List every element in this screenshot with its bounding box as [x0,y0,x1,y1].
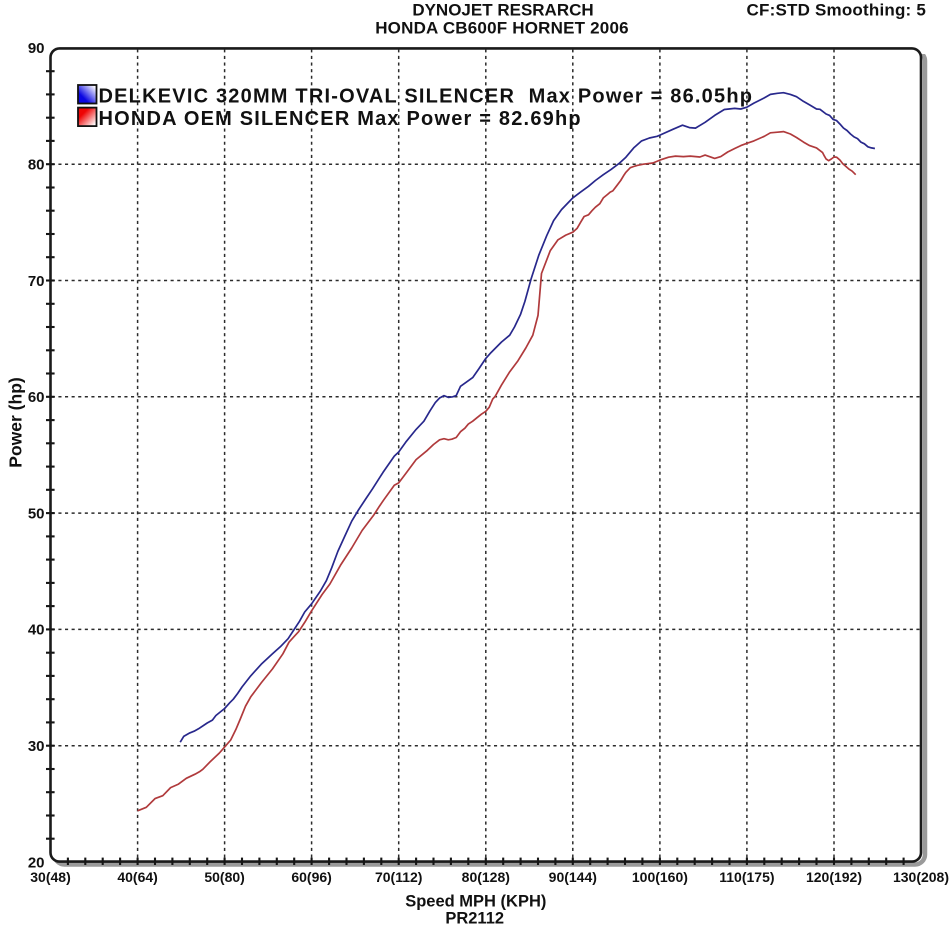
svg-text:Speed MPH (KPH): Speed MPH (KPH) [405,893,546,911]
svg-text:60(96): 60(96) [291,869,331,885]
svg-text:80(128): 80(128) [462,869,510,885]
svg-text:100(160): 100(160) [632,869,688,885]
svg-text:HONDA OEM SILENCER Max Power =: HONDA OEM SILENCER Max Power = 82.69hp [99,108,582,130]
svg-text:CF:STD Smoothing: 5: CF:STD Smoothing: 5 [747,1,926,20]
svg-text:PR2112: PR2112 [445,910,504,928]
svg-text:80: 80 [28,157,45,174]
svg-text:HONDA CB600F HORNET 2006: HONDA CB600F HORNET 2006 [375,19,629,38]
svg-text:70: 70 [28,273,45,290]
svg-text:120(192): 120(192) [806,869,862,885]
svg-text:40(64): 40(64) [117,869,157,885]
svg-text:90(144): 90(144) [549,869,597,885]
svg-text:60: 60 [28,389,45,406]
svg-text:50: 50 [28,505,45,522]
svg-text:50(80): 50(80) [204,869,244,885]
svg-text:DELKEVIC 320MM TRI-OVAL SILENC: DELKEVIC 320MM TRI-OVAL SILENCER Max Pow… [99,85,754,107]
svg-text:40: 40 [28,622,45,639]
svg-text:20: 20 [28,854,45,871]
svg-text:30(48): 30(48) [30,869,70,885]
svg-text:70(112): 70(112) [375,869,422,885]
svg-text:90: 90 [28,40,45,57]
svg-text:Power (hp): Power (hp) [5,377,25,467]
svg-text:DYNOJET RESRARCH: DYNOJET RESRARCH [412,1,593,20]
svg-text:30: 30 [28,738,45,755]
svg-text:130(208): 130(208) [893,869,949,885]
svg-text:110(175): 110(175) [719,869,774,885]
